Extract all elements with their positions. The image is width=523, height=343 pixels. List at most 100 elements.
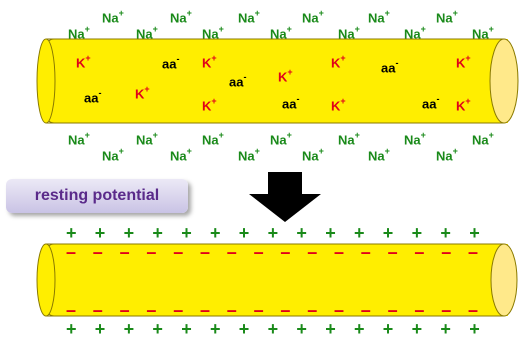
minus-charge-inside-top: – [334,242,345,262]
na-ion-outside-top: Na+ [102,8,124,26]
na-ion-outside-bottom: Na+ [170,146,192,164]
aa-anion-inside: aa- [162,54,180,72]
minus-charge-inside-bottom: – [387,300,398,320]
na-ion-outside-bottom: Na+ [238,146,260,164]
plus-charge-outside-top: + [210,223,221,243]
plus-charge-outside-top: + [238,223,250,243]
plus-charge-outside-bottom: + [66,319,77,339]
aa-anion-inside: aa- [381,58,399,76]
plus-charge-outside-bottom: + [238,319,250,339]
aa-anion-inside: aa- [422,94,440,112]
minus-charge-inside-top: – [441,242,452,262]
plus-charge-outside-top: + [382,223,394,243]
k-ion-inside: K+ [202,96,217,114]
plus-charge-outside-bottom: + [325,319,336,339]
na-ion-outside-bottom: Na+ [472,130,494,148]
minus-charge-inside-bottom: – [119,300,130,320]
axon-top-left-end [36,38,56,124]
k-ion-inside: K+ [202,53,217,71]
na-ion-outside-top: Na+ [404,24,426,42]
na-ion-outside-bottom: Na+ [136,130,158,148]
na-ion-outside-top: Na+ [338,24,360,42]
na-ion-outside-bottom: Na+ [68,130,90,148]
na-ion-outside-bottom: Na+ [302,146,324,164]
plus-charge-outside-bottom: + [296,319,307,339]
k-ion-inside: K+ [278,67,293,85]
na-ion-outside-bottom: Na+ [102,146,124,164]
aa-anion-inside: aa- [84,88,102,106]
k-ion-inside: K+ [135,84,150,102]
minus-charge-inside-bottom: – [280,300,291,320]
minus-charge-inside-bottom: – [173,300,184,320]
resting-potential-label: resting potential [6,179,188,213]
minus-charge-inside-bottom: – [307,300,318,320]
minus-charge-inside-top: – [200,242,211,262]
axon-bottom-left-end [36,243,56,317]
minus-charge-inside-bottom: – [253,300,264,320]
plus-charge-outside-top: + [267,223,279,243]
minus-charge-inside-top: – [387,242,398,262]
minus-charge-inside-top: – [226,242,237,262]
na-ion-outside-bottom: Na+ [202,130,224,148]
plus-charge-outside-top: + [66,223,77,243]
k-ion-inside: K+ [331,53,346,71]
minus-charge-inside-top: – [468,242,479,262]
minus-charge-inside-top: – [253,242,264,262]
plus-charge-outside-top: + [152,223,163,243]
minus-charge-inside-bottom: – [468,300,479,320]
plus-charge-outside-top: + [469,223,480,243]
plus-charge-outside-top: + [440,223,451,243]
plus-charge-outside-bottom: + [411,319,423,339]
plus-charge-outside-bottom: + [210,319,221,339]
axon-bottom-right-end [490,243,518,317]
minus-charge-inside-top: – [92,242,103,262]
plus-charge-outside-bottom: + [267,319,279,339]
aa-anion-inside: aa- [229,72,247,90]
na-ion-outside-top: Na+ [170,8,192,26]
plus-charge-outside-top: + [296,223,307,243]
na-ion-outside-top: Na+ [270,24,292,42]
plus-charge-outside-bottom: + [152,319,163,339]
plus-charge-outside-bottom: + [123,319,135,339]
minus-charge-inside-top: – [360,242,371,262]
k-ion-inside: K+ [76,53,91,71]
minus-charge-inside-top: – [173,242,184,262]
minus-charge-inside-top: – [119,242,130,262]
plus-charge-outside-top: + [94,223,106,243]
minus-charge-inside-top: – [280,242,291,262]
minus-charge-inside-top: – [146,242,157,262]
k-ion-inside: K+ [456,53,471,71]
minus-charge-inside-bottom: – [200,300,211,320]
axon-top-right-end [489,38,519,124]
plus-charge-outside-top: + [411,223,423,243]
plus-charge-outside-top: + [325,223,336,243]
minus-charge-inside-top: – [307,242,318,262]
na-ion-outside-bottom: Na+ [338,130,360,148]
plus-charge-outside-bottom: + [469,319,480,339]
na-ion-outside-top: Na+ [472,24,494,42]
minus-charge-inside-bottom: – [360,300,371,320]
na-ion-outside-bottom: Na+ [368,146,390,164]
na-ion-outside-top: Na+ [202,24,224,42]
minus-charge-inside-bottom: – [66,300,77,320]
minus-charge-inside-bottom: – [226,300,237,320]
na-ion-outside-top: Na+ [238,8,260,26]
na-ion-outside-bottom: Na+ [270,130,292,148]
minus-charge-inside-bottom: – [414,300,425,320]
down-arrow [249,172,321,222]
plus-charge-outside-top: + [181,223,192,243]
aa-anion-inside: aa- [282,94,300,112]
plus-charge-outside-bottom: + [382,319,394,339]
k-ion-inside: K+ [331,96,346,114]
na-ion-outside-top: Na+ [136,24,158,42]
na-ion-outside-top: Na+ [368,8,390,26]
na-ion-outside-top: Na+ [68,24,90,42]
na-ion-outside-top: Na+ [436,8,458,26]
minus-charge-inside-bottom: – [92,300,103,320]
na-ion-outside-bottom: Na+ [404,130,426,148]
minus-charge-inside-top: – [414,242,425,262]
minus-charge-inside-bottom: – [441,300,452,320]
plus-charge-outside-top: + [354,223,365,243]
